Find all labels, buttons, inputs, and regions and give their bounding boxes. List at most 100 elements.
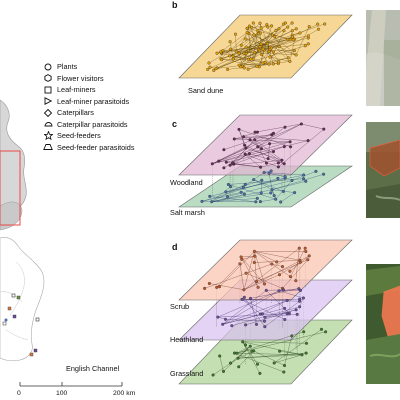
sand-dune-node	[288, 38, 292, 42]
woodland-node	[222, 148, 226, 152]
sand-dune-node	[290, 21, 294, 25]
woodland-edge	[233, 127, 286, 165]
salt-marsh-node	[260, 178, 264, 182]
woodland-edge	[238, 129, 245, 146]
sand-dune-node	[259, 42, 263, 46]
scrub-edge	[279, 262, 301, 275]
salt-marsh-edge	[280, 192, 295, 203]
grassland-edge	[237, 354, 303, 359]
legend-label: Plants	[57, 62, 78, 72]
grassland-edge	[242, 341, 307, 344]
sand-dune-node	[316, 27, 321, 31]
legend-item-seed-feeder-parasitoids: Seed-feeder parasitoids	[42, 142, 182, 154]
grassland-node	[282, 370, 286, 374]
salt-marsh-node	[272, 194, 276, 198]
scrub-node	[270, 262, 274, 266]
salt-marsh-node	[259, 191, 263, 195]
layer-label-sand-dune: Sand dune	[188, 86, 224, 95]
sand-dune-edge	[269, 51, 274, 64]
grassland-node	[248, 344, 252, 348]
salt-marsh-edge	[253, 179, 284, 192]
sand-dune-node	[294, 53, 298, 57]
sand-dune-node	[277, 45, 281, 49]
scrub-node	[238, 262, 242, 266]
sand-dune-node	[208, 65, 212, 69]
salt-marsh-node	[226, 182, 230, 187]
grassland-edge	[253, 350, 285, 366]
sand-dune-node	[212, 68, 216, 72]
sand-dune-node	[215, 51, 219, 55]
sand-dune-node	[245, 26, 249, 30]
heathland-edge	[242, 299, 300, 302]
sand-dune-node	[259, 26, 263, 30]
salt-marsh-node	[225, 195, 229, 199]
scrub-node	[218, 285, 222, 289]
legend-label: Leaf-miners	[57, 85, 96, 95]
sand-dune-node	[270, 24, 274, 28]
grassland-edge	[230, 346, 251, 364]
sand-dune-node	[268, 55, 272, 59]
sand-dune-node	[306, 42, 310, 46]
sand-dune-node	[244, 37, 248, 41]
grassland-node	[278, 349, 282, 353]
scrub-node	[307, 254, 311, 258]
salt-marsh-node	[283, 175, 287, 179]
heathland-edge	[244, 297, 265, 327]
woodland-edge	[269, 141, 291, 144]
woodland-node	[259, 165, 263, 169]
salt-marsh-edge	[261, 180, 262, 193]
sand-dune-node	[274, 28, 278, 32]
grassland-node	[237, 365, 241, 369]
scale-tick-200: 200 km	[113, 390, 136, 397]
scrub-edge	[241, 256, 255, 260]
heathland-edge	[266, 289, 284, 291]
sand-dune-node	[228, 40, 232, 44]
grassland-node	[255, 362, 260, 366]
legend-label: Caterpillar parasitoids	[57, 119, 128, 129]
sand-dune-edge	[262, 57, 289, 64]
sand-dune-node	[266, 25, 270, 29]
salt-marsh-edge	[253, 172, 265, 180]
grassland-edge	[236, 346, 251, 354]
heathland-edge	[264, 314, 298, 318]
grassland-node	[300, 353, 304, 357]
heathland-node	[298, 297, 302, 301]
sand-dune-node	[245, 30, 249, 35]
scrub-node	[253, 254, 257, 258]
scrub-edge	[240, 256, 265, 285]
sand-dune-node	[256, 32, 260, 36]
sand-dune-node	[247, 24, 252, 28]
grassland-node	[290, 334, 294, 338]
sand-dune-node	[283, 21, 287, 25]
scrub-edge	[204, 263, 272, 289]
scale-tick-100: 100	[56, 390, 68, 397]
woodland-edge	[232, 139, 255, 164]
sand-dune-node	[255, 64, 259, 68]
heathland-node	[287, 311, 291, 316]
sand-dune-node	[252, 33, 256, 37]
grassland-node	[211, 373, 215, 377]
salt-marsh-edge	[225, 174, 304, 193]
salt-marsh-edge	[268, 173, 273, 190]
grassland-edge	[274, 354, 303, 364]
salt-marsh-node	[239, 190, 243, 194]
sand-dune-node	[256, 29, 260, 33]
heathland-node	[263, 315, 267, 319]
salt-marsh-node	[274, 197, 278, 201]
heathland-node	[283, 306, 287, 310]
woodland-node	[271, 149, 276, 154]
sand-dune-node	[271, 62, 275, 66]
sand-dune-edge	[245, 37, 309, 54]
salt-marsh-edge	[202, 192, 242, 202]
scrub-edge	[271, 263, 291, 277]
map-bottom	[0, 237, 123, 387]
woodland-edge	[254, 139, 267, 164]
scrub-node	[252, 260, 256, 265]
sand-dune-edge	[235, 34, 237, 52]
heathland-node	[216, 315, 220, 319]
grassland-node	[232, 351, 237, 355]
woodland-edge	[238, 129, 291, 147]
woodland-node	[228, 163, 232, 167]
sand-dune-edge	[289, 39, 295, 62]
sand-dune-node	[246, 67, 250, 71]
